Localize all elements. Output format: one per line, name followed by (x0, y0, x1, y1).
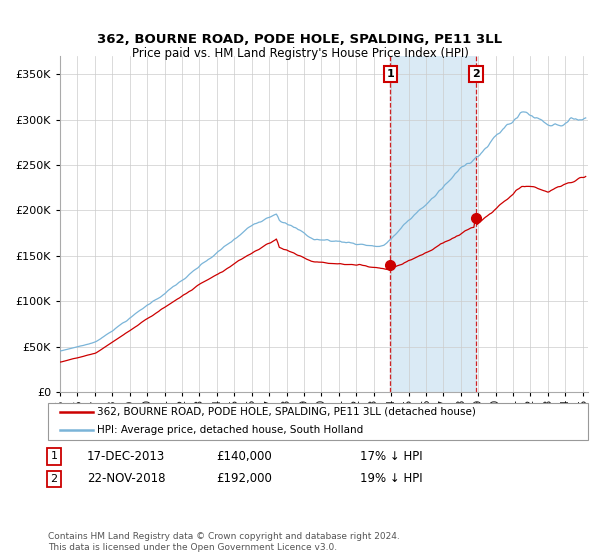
Text: Price paid vs. HM Land Registry's House Price Index (HPI): Price paid vs. HM Land Registry's House … (131, 46, 469, 60)
Text: 2: 2 (472, 69, 480, 79)
Text: 362, BOURNE ROAD, PODE HOLE, SPALDING, PE11 3LL (detached house): 362, BOURNE ROAD, PODE HOLE, SPALDING, P… (97, 407, 476, 417)
Text: HPI: Average price, detached house, South Holland: HPI: Average price, detached house, Sout… (97, 424, 364, 435)
Text: 1: 1 (50, 451, 58, 461)
Bar (391, 56, 476, 392)
Text: 1: 1 (386, 69, 394, 79)
Text: 19% ↓ HPI: 19% ↓ HPI (360, 472, 422, 486)
Text: 22-NOV-2018: 22-NOV-2018 (87, 472, 166, 486)
Text: £140,000: £140,000 (216, 450, 272, 463)
Text: 17% ↓ HPI: 17% ↓ HPI (360, 450, 422, 463)
Text: 362, BOURNE ROAD, PODE HOLE, SPALDING, PE11 3LL: 362, BOURNE ROAD, PODE HOLE, SPALDING, P… (97, 32, 503, 46)
Text: 17-DEC-2013: 17-DEC-2013 (87, 450, 165, 463)
Text: £192,000: £192,000 (216, 472, 272, 486)
Text: Contains HM Land Registry data © Crown copyright and database right 2024.
This d: Contains HM Land Registry data © Crown c… (48, 532, 400, 552)
Text: 2: 2 (50, 474, 58, 484)
